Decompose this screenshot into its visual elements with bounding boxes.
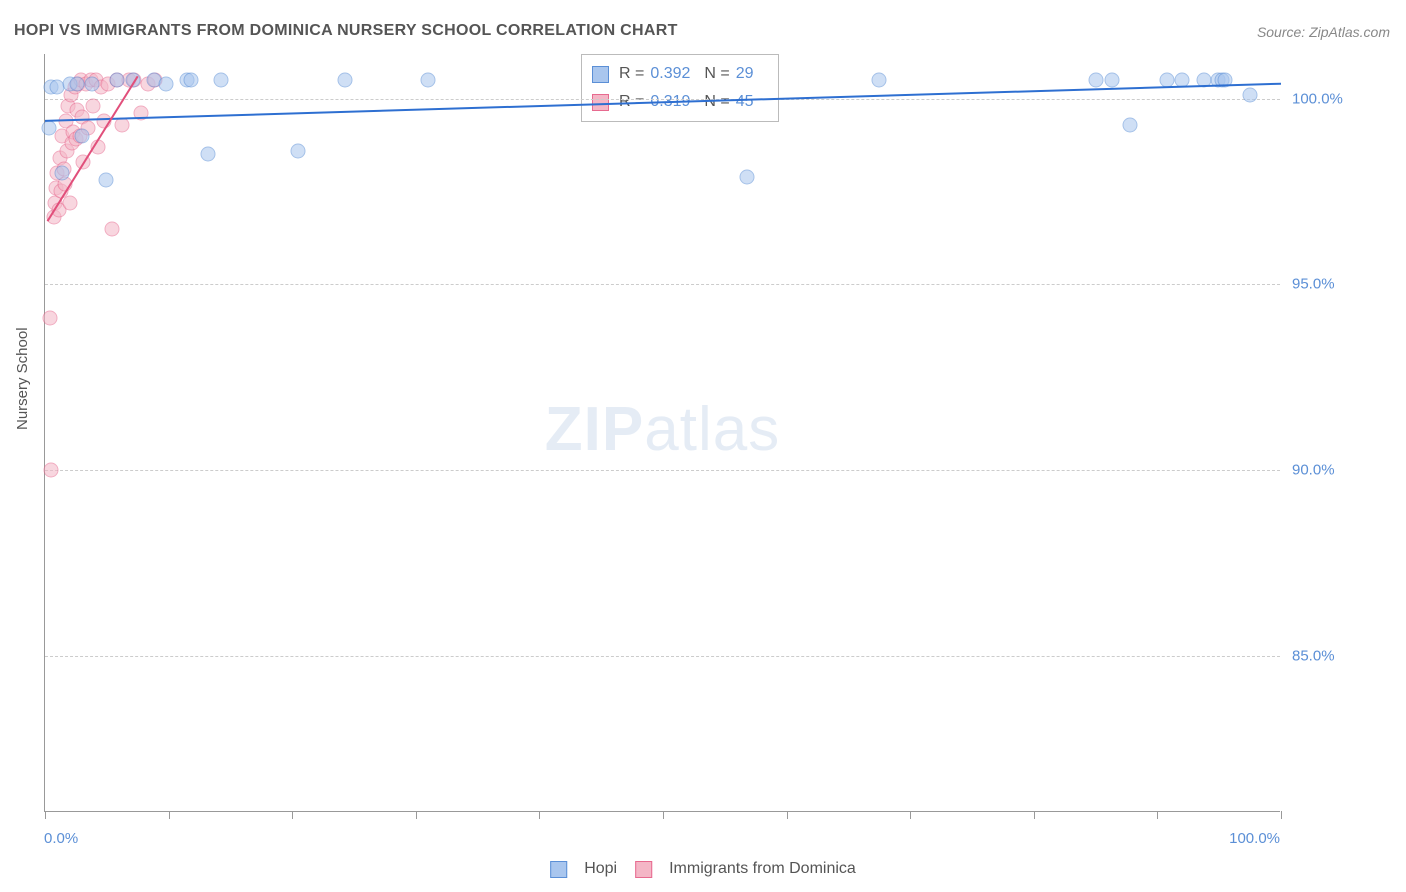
data-point-dominica (76, 154, 91, 169)
data-point-hopi (70, 76, 85, 91)
legend-r-label: R = (619, 93, 644, 111)
legend-series-item: Immigrants from Dominica (635, 860, 856, 878)
data-point-hopi (291, 143, 306, 158)
y-tick-label: 85.0% (1292, 647, 1335, 664)
legend-swatch (592, 94, 609, 111)
legend-series: Hopi Immigrants from Dominica (550, 860, 856, 878)
data-point-dominica (86, 99, 101, 114)
watermark: ZIPatlas (545, 393, 780, 464)
data-point-dominica (97, 113, 112, 128)
legend-n-value: 45 (736, 93, 754, 111)
data-point-dominica (134, 106, 149, 121)
data-point-hopi (41, 121, 56, 136)
source-attribution: Source: ZipAtlas.com (1257, 24, 1390, 40)
legend-n-label: N = (704, 93, 729, 111)
data-point-hopi (1123, 117, 1138, 132)
x-tick (1034, 811, 1035, 819)
source-prefix: Source: (1257, 24, 1309, 40)
x-tick (45, 811, 46, 819)
data-point-hopi (338, 73, 353, 88)
legend-stats-row: R = 0.392 N = 29 (592, 60, 768, 88)
data-point-hopi (740, 169, 755, 184)
trend-lines-layer (45, 54, 1281, 812)
legend-stats-row: R = 0.319 N = 45 (592, 88, 768, 116)
gridline-h (45, 99, 1280, 100)
legend-swatch (592, 66, 609, 83)
data-point-hopi (213, 73, 228, 88)
source-name: ZipAtlas.com (1309, 24, 1390, 40)
data-point-dominica (114, 117, 129, 132)
legend-stats-box: R = 0.392 N = 29 R = 0.319 N = 45 (581, 54, 779, 122)
x-tick (292, 811, 293, 819)
legend-n-value: 29 (736, 65, 754, 83)
data-point-dominica (91, 139, 106, 154)
data-point-hopi (84, 76, 99, 91)
x-tick (169, 811, 170, 819)
legend-swatch (635, 861, 652, 878)
x-tick (910, 811, 911, 819)
data-point-hopi (1088, 73, 1103, 88)
plot-area: ZIPatlas R = 0.392 N = 29 R = 0.319 N = 45 (44, 54, 1280, 812)
data-point-hopi (75, 128, 90, 143)
gridline-h (45, 470, 1280, 471)
data-point-hopi (159, 76, 174, 91)
y-tick-label: 90.0% (1292, 462, 1335, 479)
data-point-hopi (183, 73, 198, 88)
legend-r-value: 0.319 (650, 93, 690, 111)
data-point-hopi (421, 73, 436, 88)
y-tick-label: 100.0% (1292, 90, 1343, 107)
data-point-hopi (125, 73, 140, 88)
gridline-h (45, 656, 1280, 657)
legend-r-label: R = (619, 65, 644, 83)
data-point-hopi (1175, 73, 1190, 88)
legend-r-value: 0.392 (650, 65, 690, 83)
data-point-dominica (44, 463, 59, 478)
x-tick (416, 811, 417, 819)
data-point-hopi (109, 73, 124, 88)
data-point-dominica (104, 221, 119, 236)
watermark-rest: atlas (644, 394, 780, 463)
data-point-hopi (1104, 73, 1119, 88)
y-axis-label: Nursery School (14, 327, 31, 430)
gridline-h (45, 284, 1280, 285)
data-point-dominica (62, 195, 77, 210)
legend-n-label: N = (704, 65, 729, 83)
x-tick (539, 811, 540, 819)
data-point-hopi (201, 147, 216, 162)
legend-swatch (550, 861, 567, 878)
data-point-hopi (1160, 73, 1175, 88)
chart-title: HOPI VS IMMIGRANTS FROM DOMINICA NURSERY… (14, 22, 678, 40)
data-point-hopi (1218, 73, 1233, 88)
data-point-dominica (42, 310, 57, 325)
legend-series-label: Hopi (584, 860, 617, 878)
x-tick-label-left: 0.0% (44, 830, 78, 847)
x-tick (663, 811, 664, 819)
data-point-hopi (1243, 87, 1258, 102)
legend-series-label: Immigrants from Dominica (669, 860, 856, 878)
legend-series-item: Hopi (550, 860, 617, 878)
x-tick (1157, 811, 1158, 819)
data-point-hopi (55, 165, 70, 180)
x-tick-label-right: 100.0% (1229, 830, 1280, 847)
watermark-bold: ZIP (545, 394, 644, 463)
x-tick (787, 811, 788, 819)
data-point-hopi (872, 73, 887, 88)
y-tick-label: 95.0% (1292, 276, 1335, 293)
x-tick (1281, 811, 1282, 819)
data-point-hopi (98, 173, 113, 188)
